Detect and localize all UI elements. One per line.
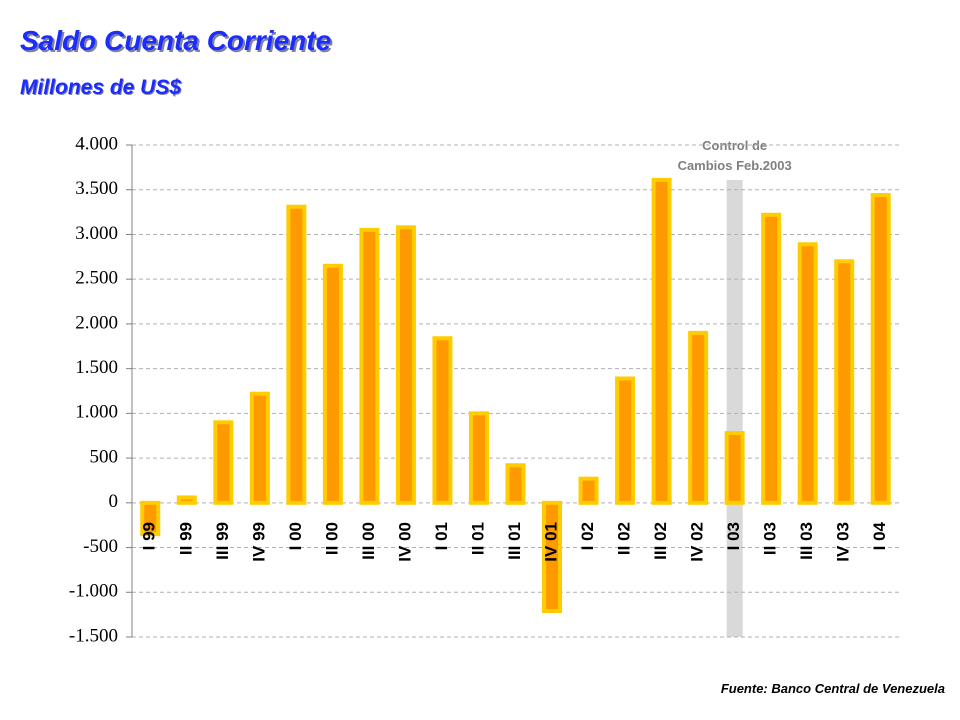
bar [395, 225, 416, 505]
y-tick-label: 1.500 [75, 357, 118, 378]
bar [140, 500, 161, 537]
y-tick-label: 4.000 [75, 133, 118, 154]
x-tick-label: II 00 [322, 522, 341, 555]
x-tick-label: II 01 [468, 522, 487, 555]
bar [213, 420, 234, 505]
bar [797, 242, 818, 505]
chart-subtitle: Millones de US$ [20, 76, 181, 99]
y-tick-label: -500 [83, 536, 118, 557]
x-tick-label: II 99 [176, 522, 195, 555]
x-tick-label: III 02 [651, 522, 670, 560]
bar [615, 376, 636, 505]
x-tick-label: III 99 [213, 522, 232, 560]
title-shadow: Saldo Cuenta Corriente [22, 27, 333, 58]
bar [870, 193, 891, 505]
x-tick-label: I 03 [724, 522, 743, 550]
x-tick-label: IV 03 [834, 522, 853, 562]
y-tick-label: -1.000 [69, 581, 118, 602]
x-tick-label: IV 02 [688, 522, 707, 562]
highlight-band [726, 180, 743, 637]
bar [578, 476, 599, 505]
x-tick-label: IV 00 [395, 522, 414, 562]
bar [651, 177, 672, 505]
x-tick-label: I 00 [286, 522, 305, 550]
y-tick-label: 3.000 [75, 223, 118, 244]
x-tick-label: III 01 [505, 522, 524, 560]
subtitle-shadow: Millones de US$ [21, 77, 182, 100]
x-tick-label: I 99 [140, 522, 159, 550]
bar [688, 330, 709, 505]
bar [834, 259, 855, 505]
y-tick-label: -1.500 [69, 625, 118, 646]
bar [468, 411, 489, 505]
x-tick-label: IV 99 [249, 522, 268, 562]
x-tick-label: II 02 [615, 522, 634, 555]
x-tick-label: I 04 [870, 521, 889, 550]
bar [505, 463, 526, 505]
bar [176, 495, 197, 505]
chart-title: Saldo Cuenta Corriente [20, 25, 331, 56]
annotation: Cambios Feb.2003 [678, 158, 792, 173]
bar [542, 500, 563, 614]
x-tick-label: II 03 [761, 522, 780, 555]
y-tick-label: 0 [109, 491, 119, 512]
y-tick-label: 500 [90, 446, 119, 467]
y-tick-label: 1.000 [75, 402, 118, 423]
x-tick-label: III 03 [797, 522, 816, 560]
bar [322, 263, 343, 505]
x-tick-label: IV 01 [542, 522, 561, 562]
y-tick-label: 2.000 [75, 312, 118, 333]
bar [724, 431, 745, 505]
source: Fuente: Banco Central de Venezuela [721, 681, 945, 696]
y-tick-label: 3.500 [75, 178, 118, 199]
y-tick-label: 2.500 [75, 268, 118, 289]
x-tick-label: I 01 [432, 522, 451, 550]
bar [359, 227, 380, 505]
x-tick-label: III 00 [359, 522, 378, 560]
bar [249, 391, 270, 505]
bar [286, 204, 307, 505]
x-tick-label: I 02 [578, 522, 597, 550]
bar [761, 212, 782, 505]
bar [432, 336, 453, 505]
